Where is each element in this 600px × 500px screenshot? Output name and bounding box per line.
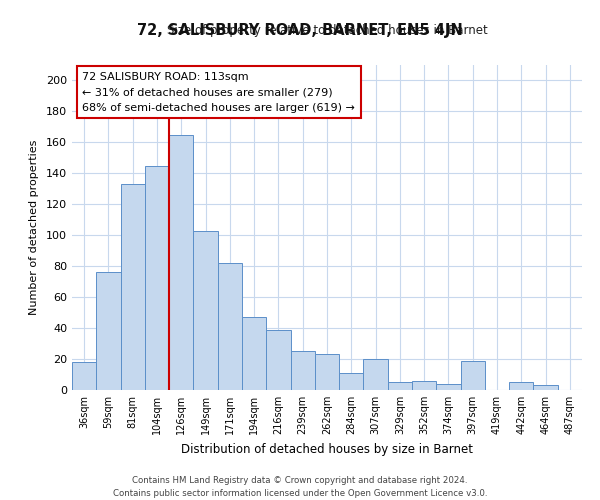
Bar (290, 352, 315, 390)
Title: Size of property relative to detached houses in Barnet: Size of property relative to detached ho… (167, 24, 487, 38)
Bar (412, 380, 436, 390)
Bar (436, 384, 461, 390)
Bar (266, 330, 290, 390)
Bar (96, 272, 121, 390)
Bar (218, 263, 242, 390)
Text: Contains HM Land Registry data © Crown copyright and database right 2024.
Contai: Contains HM Land Registry data © Crown c… (113, 476, 487, 498)
Text: 72, SALISBURY ROAD, BARNET, EN5 4JN: 72, SALISBURY ROAD, BARNET, EN5 4JN (137, 22, 463, 38)
Bar (72, 362, 96, 390)
X-axis label: Distribution of detached houses by size in Barnet: Distribution of detached houses by size … (181, 442, 473, 456)
Text: 72 SALISBURY ROAD: 113sqm
← 31% of detached houses are smaller (279)
68% of semi: 72 SALISBURY ROAD: 113sqm ← 31% of detac… (82, 72, 355, 112)
Bar (242, 318, 266, 390)
Bar (169, 134, 193, 390)
Bar (388, 382, 412, 390)
Bar (509, 382, 533, 390)
Bar (121, 184, 145, 390)
Y-axis label: Number of detached properties: Number of detached properties (29, 140, 39, 315)
Bar (145, 166, 169, 390)
Bar (461, 360, 485, 390)
Bar (193, 230, 218, 390)
Bar (339, 373, 364, 390)
Bar (533, 386, 558, 390)
Bar (364, 359, 388, 390)
Bar (315, 354, 339, 390)
